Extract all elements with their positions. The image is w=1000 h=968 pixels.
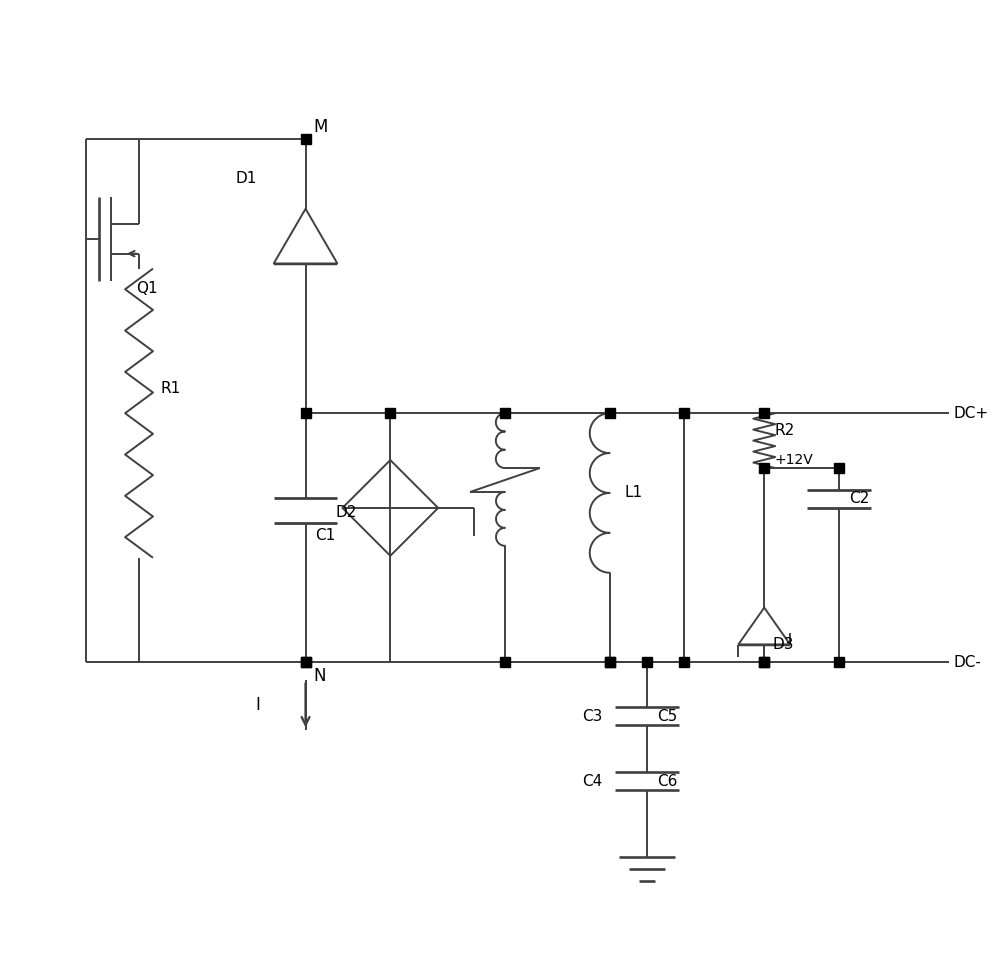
Text: L1: L1 — [625, 486, 643, 500]
Text: M: M — [314, 118, 328, 136]
Text: C5: C5 — [657, 709, 677, 724]
Text: I: I — [256, 696, 261, 714]
Text: D1: D1 — [236, 171, 257, 187]
Text: R1: R1 — [161, 380, 181, 396]
Text: R2: R2 — [774, 423, 794, 439]
Text: Q1: Q1 — [136, 281, 158, 296]
Text: D3: D3 — [772, 637, 794, 651]
Text: N: N — [314, 668, 326, 685]
Text: +12V: +12V — [774, 453, 813, 468]
Text: C3: C3 — [582, 709, 603, 724]
Text: C4: C4 — [582, 773, 603, 789]
Text: C6: C6 — [657, 773, 677, 789]
Text: C2: C2 — [849, 492, 869, 506]
Text: DC+: DC+ — [954, 406, 989, 421]
Text: DC-: DC- — [954, 655, 982, 670]
Text: D2: D2 — [335, 505, 357, 521]
Text: C1: C1 — [316, 528, 336, 543]
